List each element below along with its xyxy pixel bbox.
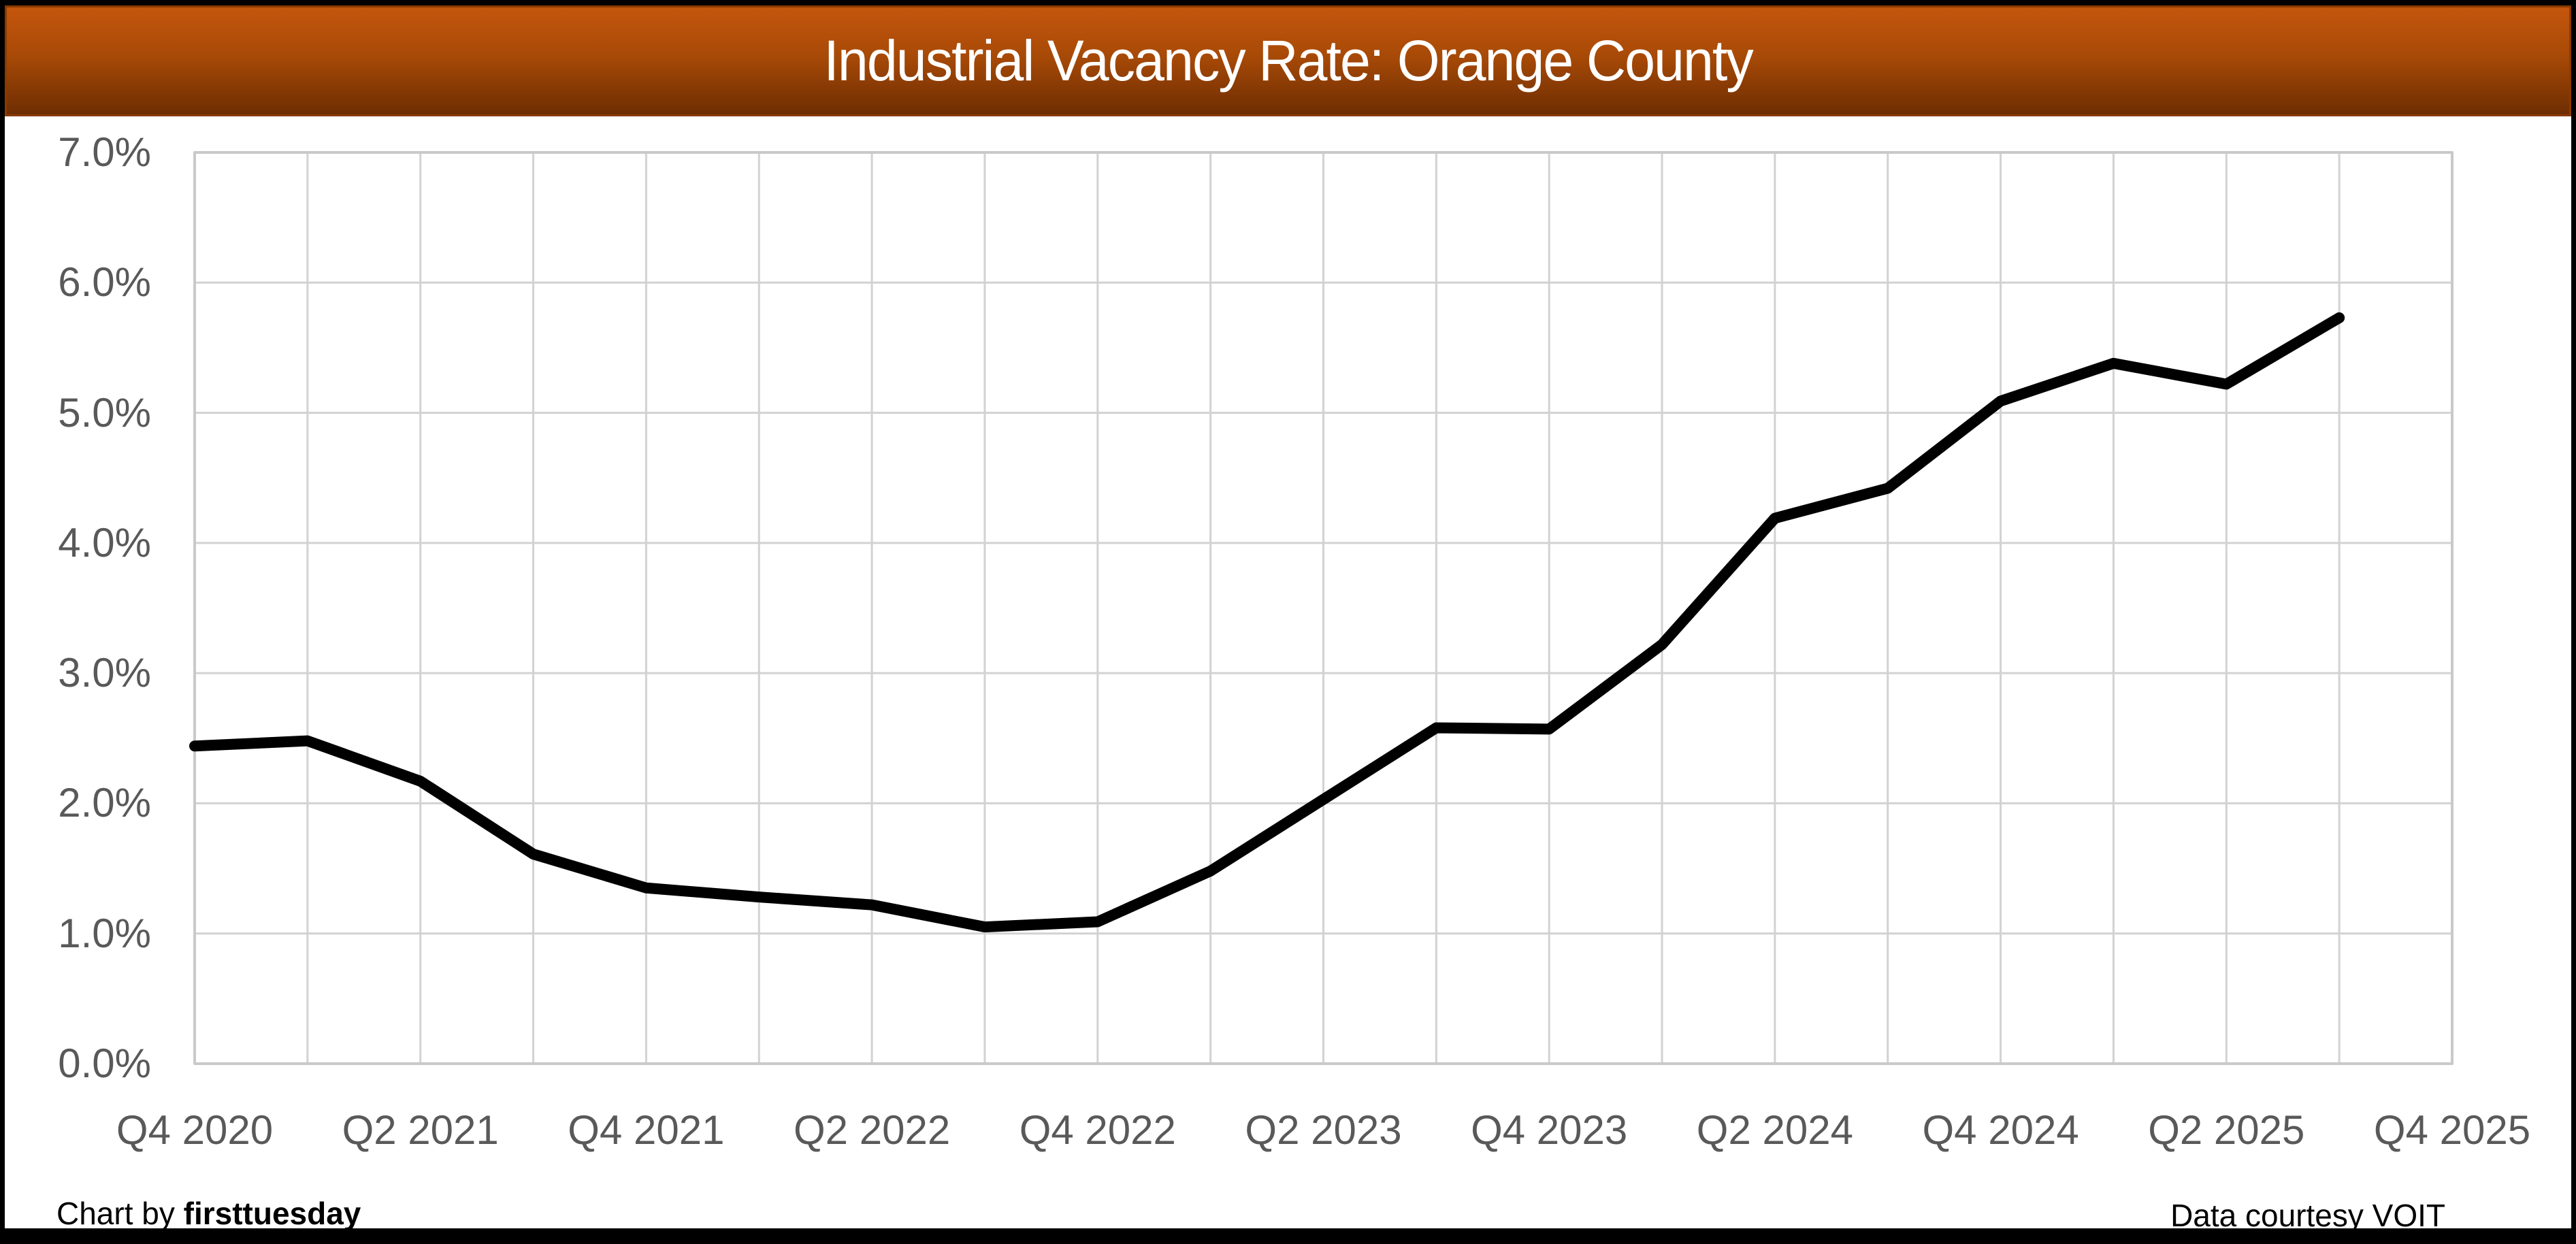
y-axis-tick-label: 6.0% — [58, 259, 151, 306]
y-axis-tick-label: 0.0% — [58, 1041, 151, 1086]
x-axis-tick-label: Q2 2024 — [1696, 1107, 1853, 1153]
x-axis-tick-label: Q4 2024 — [1922, 1107, 2079, 1153]
credit-right: Data courtesy VOIT — [2170, 1198, 2445, 1233]
y-axis-tick-label: 2.0% — [58, 780, 151, 826]
x-axis-tick-label: Q4 2023 — [1471, 1107, 1628, 1153]
x-axis-tick-label: Q2 2023 — [1245, 1107, 1402, 1153]
chart-title-bar: Industrial Vacancy Rate: Orange County — [5, 5, 2571, 116]
gridlines — [193, 151, 2453, 1065]
y-axis-tick-label: 5.0% — [58, 389, 151, 436]
x-axis-tick-label: Q2 2021 — [342, 1107, 499, 1153]
x-axis-tick-label: Q4 2022 — [1019, 1107, 1176, 1153]
credit-left: Chart by firsttuesday — [56, 1193, 361, 1231]
chart-title: Industrial Vacancy Rate: Orange County — [824, 29, 1753, 93]
x-axis-tick-label: Q4 2021 — [568, 1107, 725, 1153]
y-axis-tick-label: 3.0% — [58, 650, 151, 696]
x-axis-tick-label: Q2 2022 — [794, 1107, 951, 1153]
x-axis-tick-label: Q2 2025 — [2148, 1107, 2305, 1153]
x-axis-tick-label: Q4 2025 — [2373, 1107, 2531, 1153]
plot-border — [193, 151, 2453, 1065]
y-axis-tick-label: 7.0% — [58, 129, 151, 175]
vacancy-rate-line — [189, 312, 2345, 933]
y-axis-tick-label: 1.0% — [58, 910, 151, 956]
x-axis-tick-label: Q4 2020 — [116, 1107, 274, 1153]
credit-brand: firsttuesday — [183, 1196, 361, 1231]
credit-prefix: Chart by — [56, 1196, 184, 1231]
y-axis-tick-label: 4.0% — [58, 519, 151, 566]
plot-area — [189, 151, 2453, 1065]
